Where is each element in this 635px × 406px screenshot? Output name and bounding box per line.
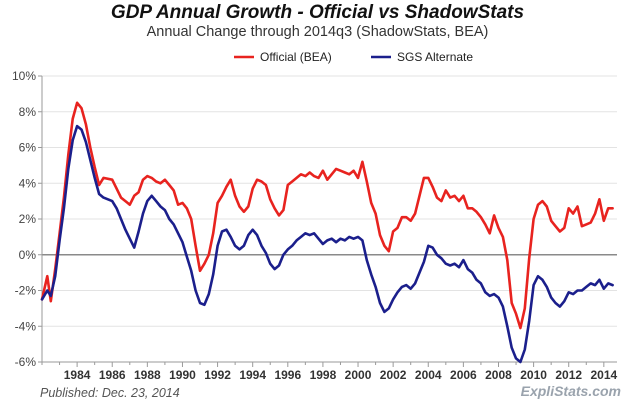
published-date: Published: Dec. 23, 2014 <box>40 386 180 400</box>
y-tick-label: 10% <box>12 69 36 83</box>
legend-label-official: Official (BEA) <box>260 50 332 64</box>
x-tick-label: 1998 <box>310 368 337 382</box>
y-tick-label: 4% <box>19 176 37 190</box>
x-tick-label: 1984 <box>64 368 91 382</box>
series-lines <box>40 101 614 364</box>
y-tick-label: -2% <box>15 284 37 298</box>
x-tick-label: 2010 <box>520 368 547 382</box>
x-tick-label: 2004 <box>415 368 442 382</box>
y-tick-label: -4% <box>15 319 37 333</box>
x-tick-label: 1988 <box>134 368 161 382</box>
chart-title: GDP Annual Growth - Official vs ShadowSt… <box>110 2 525 23</box>
x-tick-label: 1990 <box>169 368 196 382</box>
series-line-official <box>40 101 614 330</box>
y-tick-label: 6% <box>19 141 37 155</box>
x-tick-label: 2000 <box>345 368 372 382</box>
y-tick-label: 8% <box>19 105 37 119</box>
grid-lines <box>42 75 617 363</box>
y-tick-label: 2% <box>19 212 37 226</box>
x-tick-label: 2014 <box>590 368 617 382</box>
x-tick-label: 2006 <box>450 368 477 382</box>
x-tick-label: 2002 <box>380 368 407 382</box>
legend-label-sgs-alternate: SGS Alternate <box>397 50 473 64</box>
x-tick-label: 2008 <box>485 368 512 382</box>
x-axis-ticks: 1984 1986 1988 1990 1992 1994 1996 1998 2000 2002… <box>41 362 618 382</box>
brand-watermark: ExpliStats.com <box>520 383 621 399</box>
y-axis-ticks: -6% -4% -2% 0% 2% 4% 6% 8% 10% <box>12 69 42 369</box>
x-tick-label: 1996 <box>274 368 301 382</box>
x-tick-label: 1992 <box>204 368 231 382</box>
y-tick-label: 0% <box>19 248 37 262</box>
chart-legend: Official (BEA) SGS Alternate <box>234 50 473 64</box>
x-tick-label: 2012 <box>555 368 582 382</box>
x-tick-label: 1994 <box>239 368 266 382</box>
chart-subtitle: Annual Change through 2014q3 (ShadowStat… <box>146 24 489 40</box>
series-line-sgs-alternate <box>40 124 614 364</box>
x-tick-label: 1986 <box>99 368 126 382</box>
y-tick-label: -6% <box>15 355 37 369</box>
